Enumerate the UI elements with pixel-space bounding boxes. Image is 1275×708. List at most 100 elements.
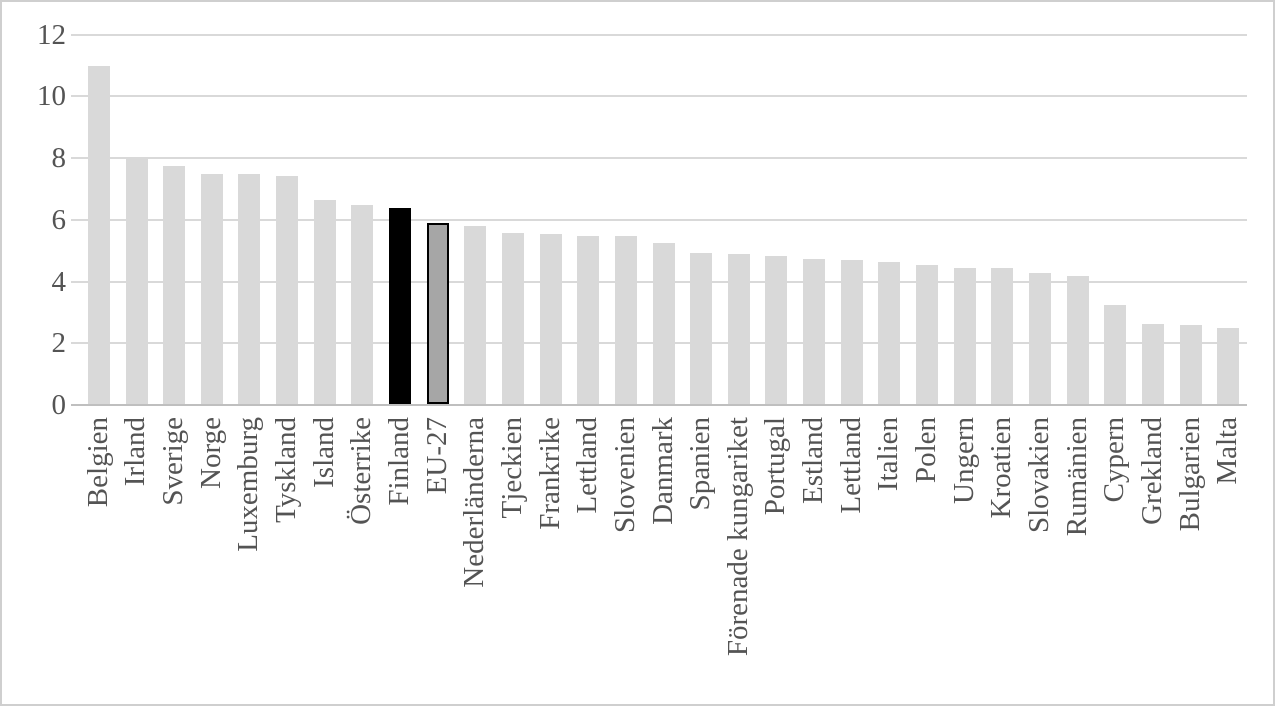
bar-eu-27 xyxy=(426,223,449,404)
x-axis-label-text: Luxemburg xyxy=(232,417,265,552)
x-axis-label-text: Norge xyxy=(194,417,227,489)
x-axis-label-frankrike: Frankrike xyxy=(532,417,570,702)
x-axis-label-rum-nien: Rumänien xyxy=(1059,417,1097,702)
bar-spanien xyxy=(690,253,713,404)
x-axis-label-estland: Estland xyxy=(795,417,833,702)
bar-cypern xyxy=(1104,305,1127,404)
x-axis-label-nederl-nderna: Nederländerna xyxy=(457,417,495,702)
x-axis-label-belgien: Belgien xyxy=(80,417,118,702)
y-axis-tick-label-6: 6 xyxy=(51,203,67,236)
bar-italien xyxy=(878,262,901,404)
x-axis-label-text: Förenade kungariket xyxy=(721,417,754,657)
bar-sverige xyxy=(163,166,186,404)
x-axis-label-slovakien: Slovakien xyxy=(1021,417,1059,702)
x-axis-label-text: Österrike xyxy=(345,417,378,525)
x-axis-label-text: Danmark xyxy=(646,417,679,525)
x-axis-label-text: Cypern xyxy=(1098,417,1131,503)
x-axis-label-ungern: Ungern xyxy=(946,417,984,702)
x-axis-label-text: Tyskland xyxy=(270,417,303,523)
x-axis-label-f-renade-kungariket: Förenade kungariket xyxy=(720,417,758,702)
x-axis-label-text: Sverige xyxy=(157,417,190,506)
bar-finland xyxy=(389,208,411,404)
x-axis-label-text: Rumänien xyxy=(1060,417,1093,537)
x-axis-label-text: Bulgarien xyxy=(1173,417,1206,532)
x-axis-label-text: Malta xyxy=(1211,417,1244,485)
x-axis-label-text: Slovakien xyxy=(1022,417,1055,533)
x-axis-label-text: Frankrike xyxy=(533,417,566,530)
y-axis-tick-label-10: 10 xyxy=(37,80,66,113)
x-axis-label-irland: Irland xyxy=(118,417,156,702)
x-axis-label-malta: Malta xyxy=(1209,417,1247,702)
bar-sterrike xyxy=(351,205,374,404)
bar-tyskland xyxy=(276,176,298,404)
x-axis-label-danmark: Danmark xyxy=(645,417,683,702)
x-axis-label-text: Nederländerna xyxy=(458,417,491,588)
x-axis-label-tyskland: Tyskland xyxy=(268,417,306,702)
x-axis-label-luxemburg: Luxemburg xyxy=(231,417,269,702)
x-axis-label-polen: Polen xyxy=(908,417,946,702)
bar-lettland xyxy=(840,260,863,404)
bar-norge xyxy=(200,174,223,404)
x-axis-label-finland: Finland xyxy=(381,417,419,702)
bar-rum-nien xyxy=(1066,276,1089,404)
x-axis-label-text: Polen xyxy=(910,417,943,484)
gridline-y-8 xyxy=(71,157,1247,159)
x-axis-label-tjeckien: Tjeckien xyxy=(494,417,532,702)
bar-danmark xyxy=(652,243,675,404)
x-axis-label-lettland: Lettland xyxy=(569,417,607,702)
x-axis-label-text: Tjeckien xyxy=(495,417,528,519)
x-axis-label-eu-27: EU-27 xyxy=(419,417,457,702)
y-axis-tick-label-2: 2 xyxy=(51,327,67,360)
bar-portugal xyxy=(765,256,788,404)
x-axis-label-text: Irland xyxy=(119,417,152,487)
y-axis-tick-label-12: 12 xyxy=(37,18,66,51)
bar-malta xyxy=(1217,328,1240,404)
x-axis-label-text: Belgien xyxy=(81,417,114,508)
bar-slovenien xyxy=(614,236,637,404)
x-axis-label-grekland: Grekland xyxy=(1134,417,1172,702)
x-axis-label-spanien: Spanien xyxy=(682,417,720,702)
bar-irland xyxy=(125,157,148,404)
bar-polen xyxy=(916,265,938,404)
x-axis-label-text: Italien xyxy=(872,417,905,492)
x-axis-label-bulgarien: Bulgarien xyxy=(1172,417,1210,702)
x-axis-label-lettland: Lettland xyxy=(833,417,871,702)
x-axis-label-text: Portugal xyxy=(759,417,792,516)
x-axis-label-norge: Norge xyxy=(193,417,231,702)
bar-lettland xyxy=(577,236,600,404)
x-axis-line xyxy=(71,404,1247,406)
x-axis-label-text: Ungern xyxy=(947,417,980,504)
x-axis-label-text: Spanien xyxy=(684,417,717,511)
x-axis-label-text: Island xyxy=(307,417,340,488)
y-axis-tick-label-0: 0 xyxy=(51,389,67,421)
x-axis-label-text: Grekland xyxy=(1135,417,1168,525)
bar-bulgarien xyxy=(1179,325,1202,404)
x-axis-label-text: Kroatien xyxy=(985,417,1018,519)
gridline-y-10 xyxy=(71,95,1247,98)
bar-luxemburg xyxy=(238,174,261,404)
x-axis-label-portugal: Portugal xyxy=(758,417,796,702)
bar-island xyxy=(313,200,336,404)
gridline-y-6 xyxy=(71,218,1247,221)
bar-f-renade-kungariket xyxy=(727,254,750,404)
x-axis-label-island: Island xyxy=(306,417,344,702)
x-axis-label-text: Finland xyxy=(383,417,416,506)
bar-slovakien xyxy=(1029,273,1051,404)
x-axis-label-sterrike: Österrike xyxy=(344,417,382,702)
x-axis-label-slovenien: Slovenien xyxy=(607,417,645,702)
x-axis-label-kroatien: Kroatien xyxy=(984,417,1022,702)
y-axis-tick-label-8: 8 xyxy=(51,142,67,174)
bar-tjeckien xyxy=(501,233,524,404)
bar-ungern xyxy=(953,268,976,404)
bar-belgien xyxy=(87,66,110,404)
y-axis-tick-label-4: 4 xyxy=(51,265,67,298)
x-axis-label-text: Estland xyxy=(797,417,830,504)
bar-grekland xyxy=(1141,324,1164,404)
bar-frankrike xyxy=(539,234,562,404)
gridline-y-12 xyxy=(71,33,1247,36)
bar-estland xyxy=(803,259,826,404)
x-axis-label-text: Lettland xyxy=(571,417,604,514)
x-axis-label-italien: Italien xyxy=(871,417,909,702)
